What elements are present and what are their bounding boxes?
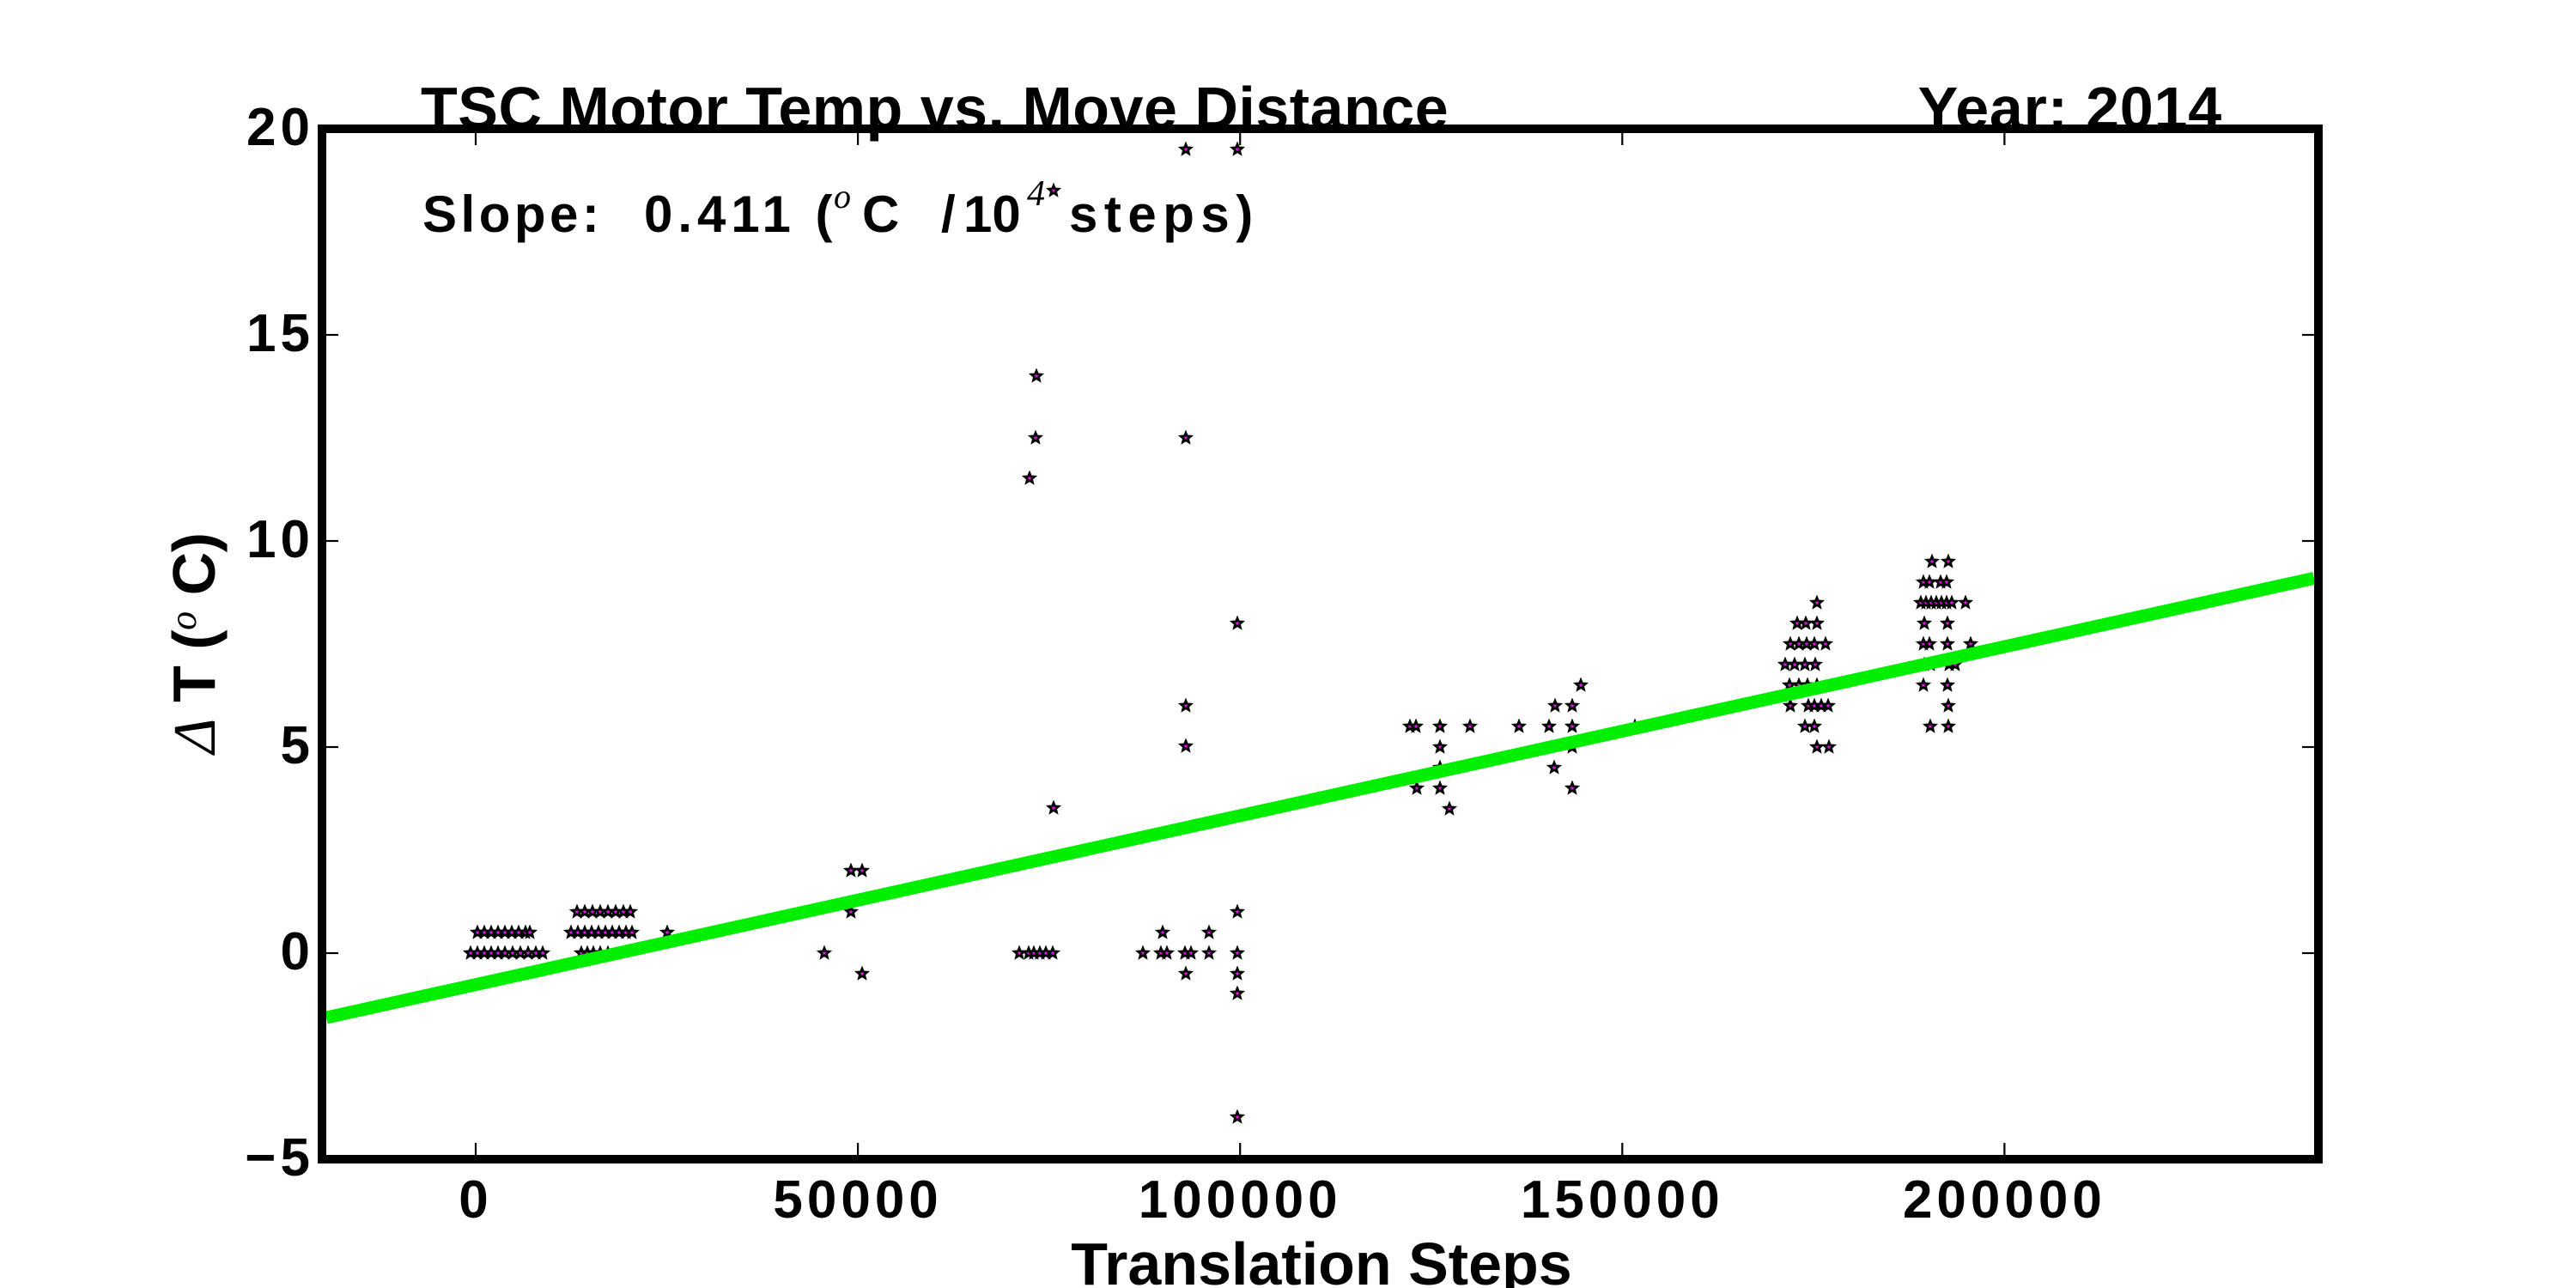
svg-text:Year: 2014: Year: 2014 <box>1918 75 2222 142</box>
svg-text:Δ T (o C): Δ T (o C) <box>161 533 228 756</box>
svg-text:0: 0 <box>281 922 314 981</box>
svg-text:/: / <box>941 185 956 243</box>
svg-text:10: 10 <box>963 185 1021 243</box>
svg-text:200000: 200000 <box>1903 1170 2106 1230</box>
svg-text:10: 10 <box>246 510 314 569</box>
svg-text:0.411 (: 0.411 ( <box>644 185 838 243</box>
svg-text:5: 5 <box>281 716 314 775</box>
svg-text:150000: 150000 <box>1521 1170 1724 1230</box>
svg-text:C: C <box>862 185 899 243</box>
svg-text:Translation Steps: Translation Steps <box>1071 1230 1571 1288</box>
svg-text:50000: 50000 <box>773 1170 942 1230</box>
svg-text:4: 4 <box>1027 174 1045 214</box>
svg-text:o: o <box>834 177 851 216</box>
svg-text:0: 0 <box>459 1170 492 1230</box>
svg-text:−5: −5 <box>245 1128 314 1188</box>
svg-text:Slope:: Slope: <box>422 185 603 243</box>
svg-text:steps): steps) <box>1069 185 1260 243</box>
svg-text:100000: 100000 <box>1139 1170 1342 1230</box>
svg-text:20: 20 <box>246 98 314 157</box>
svg-text:TSC Motor Temp vs. Move Distan: TSC Motor Temp vs. Move Distance <box>421 75 1449 142</box>
svg-text:15: 15 <box>246 304 314 363</box>
